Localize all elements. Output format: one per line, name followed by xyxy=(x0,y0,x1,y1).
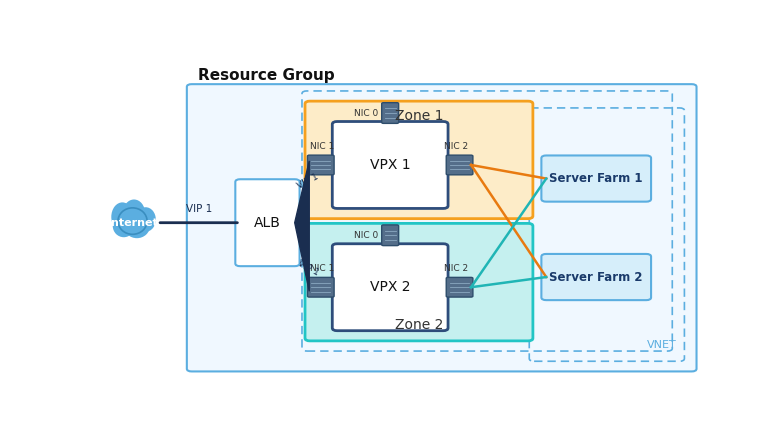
FancyBboxPatch shape xyxy=(541,254,651,300)
FancyBboxPatch shape xyxy=(235,179,300,266)
Polygon shape xyxy=(322,107,547,335)
Text: Resource Group: Resource Group xyxy=(198,68,335,83)
FancyBboxPatch shape xyxy=(447,277,473,297)
Ellipse shape xyxy=(117,214,149,232)
FancyBboxPatch shape xyxy=(307,277,334,297)
Text: NIC 2: NIC 2 xyxy=(444,264,468,273)
Text: NIC 1: NIC 1 xyxy=(310,264,335,273)
Ellipse shape xyxy=(135,207,156,232)
Text: VPX 1: VPX 1 xyxy=(370,158,411,172)
Text: NIC 1: NIC 1 xyxy=(310,142,335,151)
FancyBboxPatch shape xyxy=(307,155,334,175)
FancyBboxPatch shape xyxy=(541,156,651,202)
Text: Zone 1: Zone 1 xyxy=(395,109,443,123)
FancyBboxPatch shape xyxy=(332,122,448,209)
Text: VPX 2: VPX 2 xyxy=(370,280,411,294)
Text: Zone 2: Zone 2 xyxy=(395,318,443,332)
Text: Server Farm 1: Server Farm 1 xyxy=(550,172,643,185)
Text: Internet: Internet xyxy=(107,218,158,228)
Text: Server Farm 2: Server Farm 2 xyxy=(550,270,643,284)
Text: ALB: ALB xyxy=(254,216,281,230)
Text: NIC 0: NIC 0 xyxy=(353,231,378,240)
Ellipse shape xyxy=(118,208,147,234)
FancyBboxPatch shape xyxy=(332,244,448,331)
FancyBboxPatch shape xyxy=(447,155,473,175)
Text: VIP 1: VIP 1 xyxy=(185,204,212,214)
Text: NIC 2: NIC 2 xyxy=(444,142,468,151)
Text: VNET: VNET xyxy=(647,340,676,350)
FancyBboxPatch shape xyxy=(187,84,697,371)
Ellipse shape xyxy=(111,202,134,232)
Text: NIC 0: NIC 0 xyxy=(353,108,378,117)
FancyBboxPatch shape xyxy=(382,225,399,246)
FancyBboxPatch shape xyxy=(305,101,533,219)
Polygon shape xyxy=(295,161,309,292)
Text: VIP 1: VIP 1 xyxy=(296,172,320,191)
FancyBboxPatch shape xyxy=(382,103,399,123)
Ellipse shape xyxy=(113,215,135,237)
Ellipse shape xyxy=(124,214,150,238)
Ellipse shape xyxy=(123,199,145,227)
Text: VIP 1: VIP 1 xyxy=(296,258,320,277)
FancyBboxPatch shape xyxy=(305,224,533,341)
